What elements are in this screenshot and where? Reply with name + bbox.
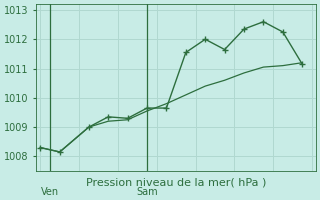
Text: Ven: Ven	[41, 187, 59, 197]
Text: Sam: Sam	[136, 187, 158, 197]
X-axis label: Pression niveau de la mer( hPa ): Pression niveau de la mer( hPa )	[86, 177, 266, 187]
